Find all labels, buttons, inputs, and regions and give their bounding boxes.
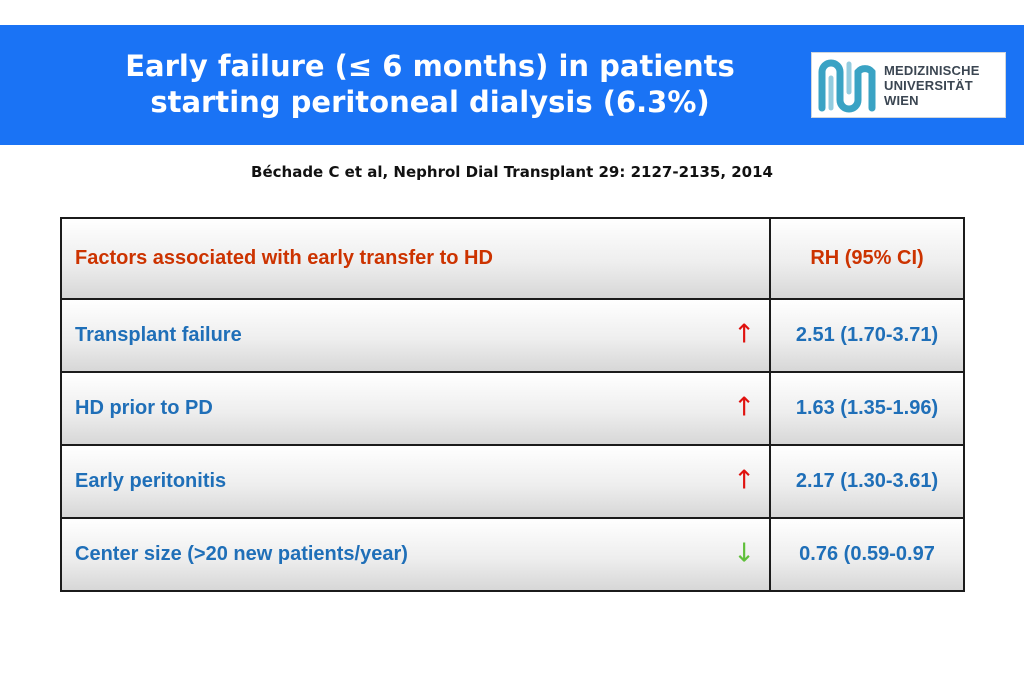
value-label: 2.51 (1.70-3.71) — [795, 324, 939, 346]
arrow-down-icon: ↓ — [733, 538, 755, 568]
factor-cell: Transplant failure ↑ — [60, 298, 771, 373]
table-row: Early peritonitis ↑ 2.17 (1.30-3.61) — [60, 444, 965, 519]
table-row: HD prior to PD ↑ 1.63 (1.35-1.96) — [60, 371, 965, 446]
header-value-cell: RH (95% CI) — [769, 217, 965, 300]
header-factor-label: Factors associated with early transfer t… — [75, 247, 493, 269]
value-cell: 1.63 (1.35-1.96) — [769, 371, 965, 446]
arrow-up-icon: ↑ — [733, 319, 755, 349]
university-logo-text: MEDIZINISCHE UNIVERSITÄT WIEN — [884, 63, 980, 108]
logo-line-2: UNIVERSITÄT — [884, 78, 973, 93]
value-cell: 2.51 (1.70-3.71) — [769, 298, 965, 373]
factor-cell: Early peritonitis ↑ — [60, 444, 771, 519]
value-label: 1.63 (1.35-1.96) — [795, 397, 939, 419]
slide-title-line-2: starting peritoneal dialysis (6.3%) — [150, 85, 710, 119]
arrow-up-icon: ↑ — [733, 392, 755, 422]
slide-title-line-1: Early failure (≤ 6 months) in patients — [125, 49, 735, 83]
citation: Béchade C et al, Nephrol Dial Transplant… — [251, 163, 773, 181]
factor-label: HD prior to PD — [75, 397, 213, 419]
factor-label: Early peritonitis — [75, 470, 227, 492]
factor-label: Transplant failure — [75, 324, 242, 346]
value-label: 2.17 (1.30-3.61) — [795, 470, 939, 492]
table-row: Transplant failure ↑ 2.51 (1.70-3.71) — [60, 298, 965, 373]
value-cell: 0.76 (0.59-0.97 — [769, 517, 965, 592]
results-table: Factors associated with early transfer t… — [60, 217, 965, 592]
factor-cell: HD prior to PD ↑ — [60, 371, 771, 446]
table-header-row: Factors associated with early transfer t… — [60, 217, 965, 300]
slide-title: Early failure (≤ 6 months) in patients s… — [60, 48, 800, 120]
logo-line-3: WIEN — [884, 93, 919, 108]
table-row: Center size (>20 new patients/year) ↓ 0.… — [60, 517, 965, 592]
value-cell: 2.17 (1.30-3.61) — [769, 444, 965, 519]
factor-label: Center size (>20 new patients/year) — [75, 543, 408, 565]
university-logo-icon — [818, 59, 876, 113]
header-value-label: RH (95% CI) — [810, 247, 924, 269]
logo-line-1: MEDIZINISCHE — [884, 63, 980, 78]
university-logo: MEDIZINISCHE UNIVERSITÄT WIEN — [811, 52, 1006, 118]
value-label: 0.76 (0.59-0.97 — [799, 543, 935, 565]
header-factor-cell: Factors associated with early transfer t… — [60, 217, 771, 300]
arrow-up-icon: ↑ — [733, 465, 755, 495]
factor-cell: Center size (>20 new patients/year) ↓ — [60, 517, 771, 592]
